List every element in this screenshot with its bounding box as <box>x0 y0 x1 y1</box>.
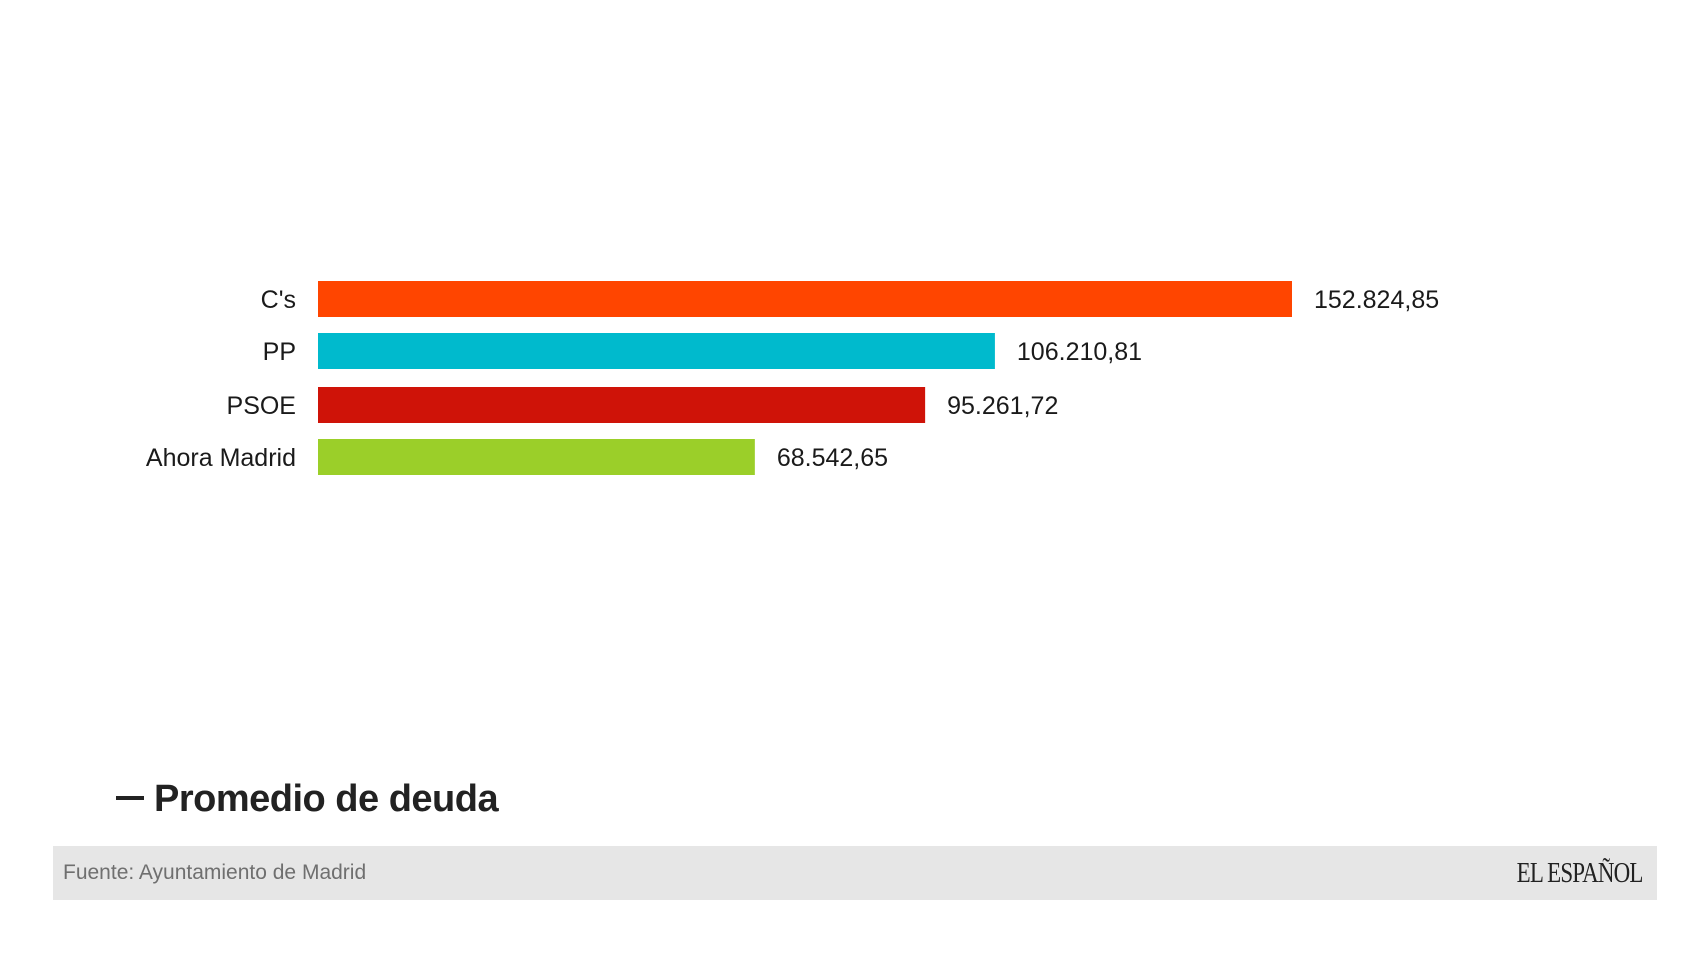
bar-chart: C's 152.824,85 PP 106.210,81 PSOE 95.261,72 Ah… <box>146 281 1439 475</box>
title-dash-mark <box>116 795 144 800</box>
bar <box>318 439 755 475</box>
value-label: 106.210,81 <box>1017 338 1142 366</box>
category-label: PP <box>263 338 296 366</box>
bar <box>318 387 926 423</box>
footer-bar: Fuente: Ayuntamiento de Madrid EL ESPAÑO… <box>53 846 1657 900</box>
bars-group: C's 152.824,85 PP 106.210,81 PSOE 95.261,72 Ah… <box>146 281 1439 475</box>
category-label: Ahora Madrid <box>146 444 296 472</box>
source-note: Fuente: Ayuntamiento de Madrid <box>63 861 367 884</box>
chart-title: Promedio de deuda <box>116 778 499 821</box>
value-label: 68.542,65 <box>777 444 888 472</box>
category-label: PSOE <box>227 392 296 420</box>
category-label: C's <box>261 286 296 314</box>
value-label: 95.261,72 <box>947 392 1058 420</box>
bar <box>318 333 995 369</box>
value-label: 152.824,85 <box>1314 286 1439 314</box>
brand-logo: EL ESPAÑOL <box>1517 858 1644 889</box>
bar <box>318 281 1292 317</box>
chart-title-text: Promedio de deuda <box>154 778 499 820</box>
